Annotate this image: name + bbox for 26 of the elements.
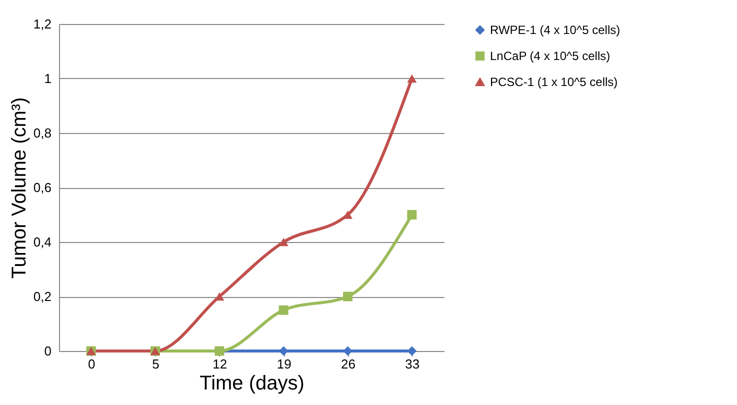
y-tick-label: 1,2: [33, 16, 52, 32]
y-tick-label: 0,2: [33, 289, 52, 304]
x-tick-label: 26: [341, 356, 356, 372]
x-axis-title: Time (days): [200, 372, 304, 394]
point: [343, 292, 352, 302]
point: [407, 346, 417, 356]
y-tick-label: 0,8: [33, 126, 52, 140]
x-tick-label: 19: [276, 356, 292, 372]
point: [278, 305, 288, 315]
legend-label: LnCaP (4 x 10^5 cells): [490, 49, 610, 63]
point: [278, 238, 288, 246]
point: [278, 346, 288, 356]
y-tick-label: 0: [44, 344, 52, 358]
x-tick-label: 0: [88, 356, 96, 372]
y-tick-label: 1: [44, 71, 52, 86]
x-tick-label: 5: [152, 356, 160, 372]
point: [407, 210, 417, 220]
x-tick-label: 12: [212, 356, 228, 372]
legend-label: PCSC-1 (1 x 10^5 cells): [490, 75, 618, 89]
y-axis-title: Tumor Volume (cm³): [8, 97, 30, 279]
point: [343, 346, 352, 356]
legend-label: RWPE-1 (4 x 10^5 cells): [490, 23, 620, 37]
point: [407, 74, 417, 83]
x-tick-label: 33: [405, 356, 420, 372]
y-tick-label: 0,6: [33, 180, 52, 195]
y-tick-label: 0,4: [33, 234, 52, 250]
